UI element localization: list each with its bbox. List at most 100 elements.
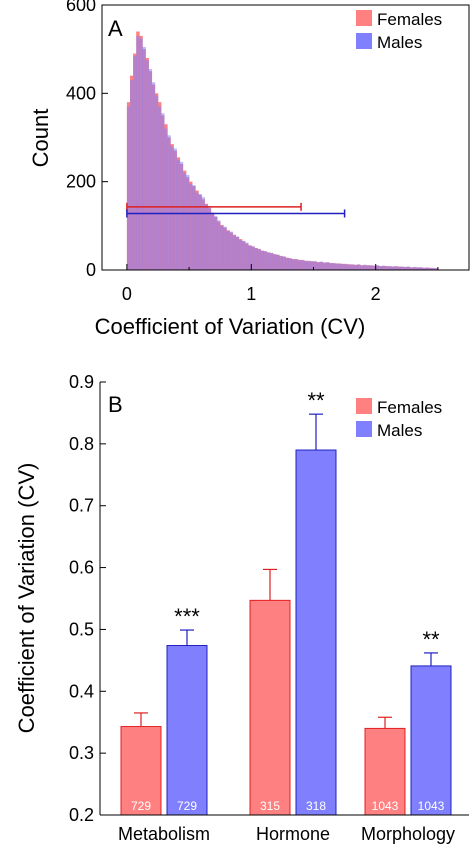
male-histogram-bar: [338, 263, 342, 270]
male-histogram-bar: [419, 267, 423, 270]
male-histogram-bar: [409, 267, 414, 270]
male-histogram-bar: [238, 239, 243, 270]
sample-size-label: 315: [260, 799, 280, 813]
male-histogram-bar: [157, 106, 162, 270]
male-histogram-bar: [344, 263, 349, 270]
male-histogram-bar: [273, 254, 277, 270]
male-histogram-bar: [394, 266, 398, 270]
male-histogram-bar: [391, 266, 395, 270]
male-histogram-bar: [291, 259, 296, 270]
male-histogram-bar: [204, 204, 209, 270]
male-histogram-bar: [170, 146, 174, 270]
y-tick-label: 0.5: [69, 619, 94, 639]
male-histogram-bar: [422, 267, 426, 270]
male-histogram-bar: [397, 266, 401, 270]
male-histogram-bar: [353, 265, 358, 270]
male-histogram-bar: [279, 256, 283, 270]
male-histogram-bar: [363, 264, 367, 270]
male-histogram-bar: [304, 261, 308, 270]
male-histogram-bar: [369, 265, 373, 270]
male-histogram-bar: [406, 266, 411, 270]
y-tick-label: 0.6: [69, 558, 94, 578]
male-histogram-bar: [301, 259, 305, 270]
male-histogram-bar: [176, 159, 181, 270]
male-histogram-bar: [145, 60, 149, 271]
y-tick-label: 0.2: [69, 805, 94, 825]
panel-b-y-ticks: 0.2 0.3 0.4 0.5 0.6 0.7 0.8 0.9: [69, 372, 106, 825]
panel-a-y-ticks: 0 200 400 600: [66, 0, 108, 280]
male-histogram-bar: [154, 95, 159, 271]
female-bar: [120, 726, 162, 816]
significance-marker: ***: [174, 604, 200, 629]
male-histogram-bar: [319, 261, 324, 270]
male-histogram-bar: [360, 265, 364, 270]
male-histogram-bar: [207, 205, 212, 270]
male-histogram-bar: [195, 192, 199, 270]
panel-a-legend-males-swatch: [356, 33, 372, 49]
male-histogram-bar: [325, 262, 330, 270]
male-histogram-bar: [198, 194, 202, 270]
y-tick-label: 600: [66, 0, 96, 15]
male-histogram-bar: [341, 264, 345, 270]
male-histogram-bar: [381, 265, 386, 270]
male-histogram-bar: [329, 263, 333, 270]
significance-marker: **: [307, 388, 325, 413]
male-histogram-bar: [248, 245, 252, 270]
y-tick-label: 0.9: [69, 372, 94, 392]
male-histogram-bar: [385, 266, 389, 270]
panel-a-x-ticks: 0 1 2: [122, 264, 439, 304]
male-histogram-bar: [350, 264, 355, 270]
male-histogram-bar: [129, 80, 134, 270]
sample-size-label: 729: [131, 799, 151, 813]
sample-size-label: 1043: [418, 799, 445, 813]
male-histogram-bar: [185, 175, 190, 270]
male-histogram-bar: [335, 263, 339, 270]
male-histogram-bar: [285, 258, 289, 270]
male-histogram-bar: [366, 265, 370, 270]
male-histogram-bar: [313, 261, 317, 270]
male-histogram-bar: [294, 258, 299, 270]
male-histogram-bar: [372, 266, 376, 270]
male-histogram-bar: [434, 268, 439, 270]
category-label: Hormone: [256, 824, 330, 844]
panel-a-plot-frame: [101, 4, 470, 271]
sample-size-label: 1043: [372, 799, 399, 813]
male-histogram-bar: [245, 242, 249, 270]
male-histogram-bar: [210, 213, 215, 270]
male-histogram-bar: [254, 248, 258, 270]
male-histogram-bar: [260, 251, 265, 270]
male-histogram-bar: [266, 252, 271, 270]
panel-a-histogram: 0 200 400 600 0 1 2 A Count Coefficient of Va…: [28, 0, 470, 339]
female-bar: [364, 727, 406, 816]
y-tick-label: 0.8: [69, 434, 94, 454]
panel-b-legend: Females Males: [356, 398, 442, 440]
sample-size-label: 318: [306, 799, 326, 813]
male-histogram-bar: [126, 106, 131, 270]
male-histogram-bar: [357, 264, 361, 270]
male-histogram-bar: [182, 172, 187, 270]
male-histogram-bar: [263, 251, 268, 270]
sample-size-label: 729: [177, 799, 197, 813]
male-histogram-bar: [316, 262, 321, 270]
male-histogram-bar: [310, 261, 314, 270]
panel-b-legend-females-label: Females: [377, 398, 442, 417]
panel-a-letter: A: [108, 16, 123, 41]
panel-b-bars: 729 729 *** 315 318 ** 1043 1043 **: [120, 388, 452, 816]
male-histogram-bar: [347, 264, 352, 270]
male-histogram-bar: [413, 266, 417, 270]
y-tick-label: 400: [66, 83, 96, 103]
male-histogram-bar: [226, 231, 230, 270]
male-histogram-bar: [276, 254, 280, 270]
male-histogram-bar: [223, 226, 227, 270]
male-histogram-bar: [332, 262, 336, 270]
male-histogram-bar: [192, 185, 196, 270]
male-histogram-bar: [251, 246, 255, 270]
panel-b-legend-males-swatch: [356, 421, 372, 437]
male-histogram-bar: [148, 69, 153, 271]
male-histogram-bar: [378, 266, 383, 270]
male-histogram-bar: [189, 183, 193, 270]
male-histogram-bar: [164, 128, 168, 270]
male-histogram-bar: [297, 260, 302, 270]
male-histogram-bar: [229, 231, 233, 270]
